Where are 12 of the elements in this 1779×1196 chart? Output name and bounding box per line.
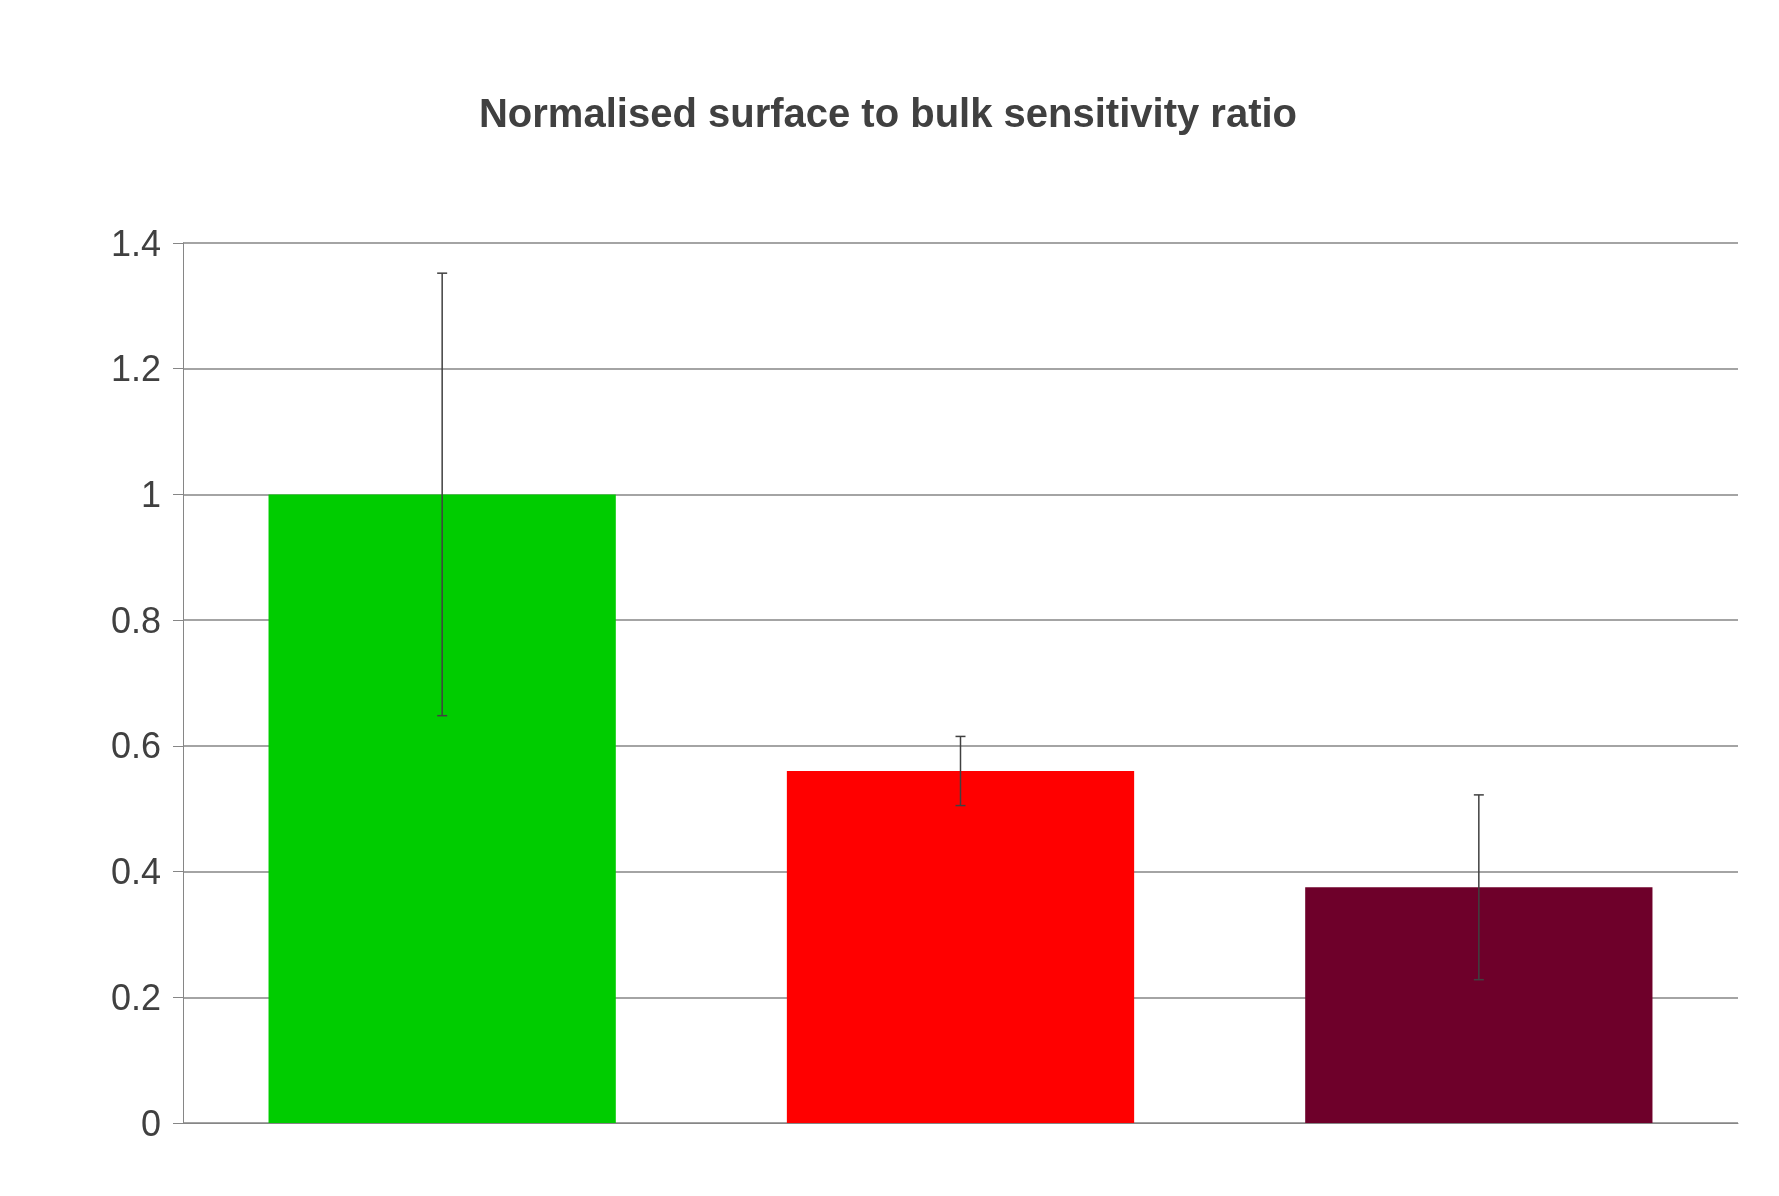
y-tick-label: 0.6: [110, 725, 161, 767]
bar: [786, 771, 1135, 1123]
y-tick-label: 0.8: [110, 599, 161, 641]
bar: [268, 494, 616, 1123]
y-tick-label: 0.2: [110, 976, 161, 1018]
y-tick-label: 1: [140, 473, 161, 515]
y-tick-label: 1.4: [110, 222, 161, 264]
chart-title: Normalised surface to bulk sensitivity ratio: [478, 91, 1298, 135]
y-tick-label: 0: [140, 1102, 161, 1144]
y-tick-label: 1.2: [110, 348, 161, 390]
bar: [1305, 887, 1653, 1123]
y-tick-label: 0.4: [110, 851, 161, 893]
